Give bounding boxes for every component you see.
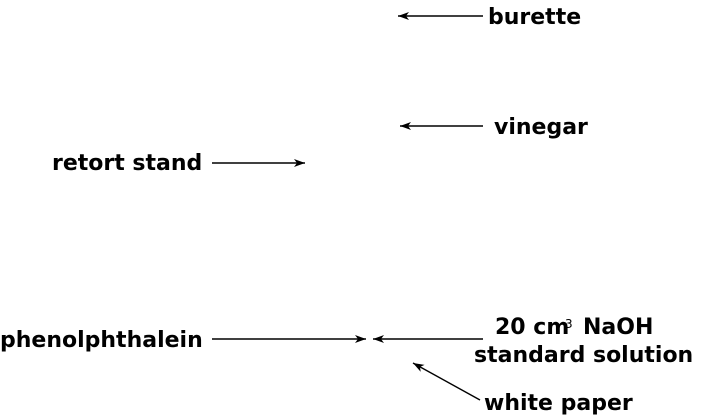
white-paper-label: white paper [484, 391, 633, 416]
white-paper-arrow [412, 362, 481, 401]
naoh-name-label: NaOH [583, 315, 653, 340]
vinegar-label: vinegar [494, 115, 588, 140]
burette-label: burette [488, 5, 581, 30]
retort-stand-label: retort stand [52, 151, 202, 176]
standard-solution-label: standard solution [474, 343, 693, 368]
phenolphthalein-label: phenolphthalein [0, 328, 203, 353]
naoh-amount-label: 20 cm [495, 315, 569, 340]
naoh-superscript: 3 [565, 317, 573, 331]
